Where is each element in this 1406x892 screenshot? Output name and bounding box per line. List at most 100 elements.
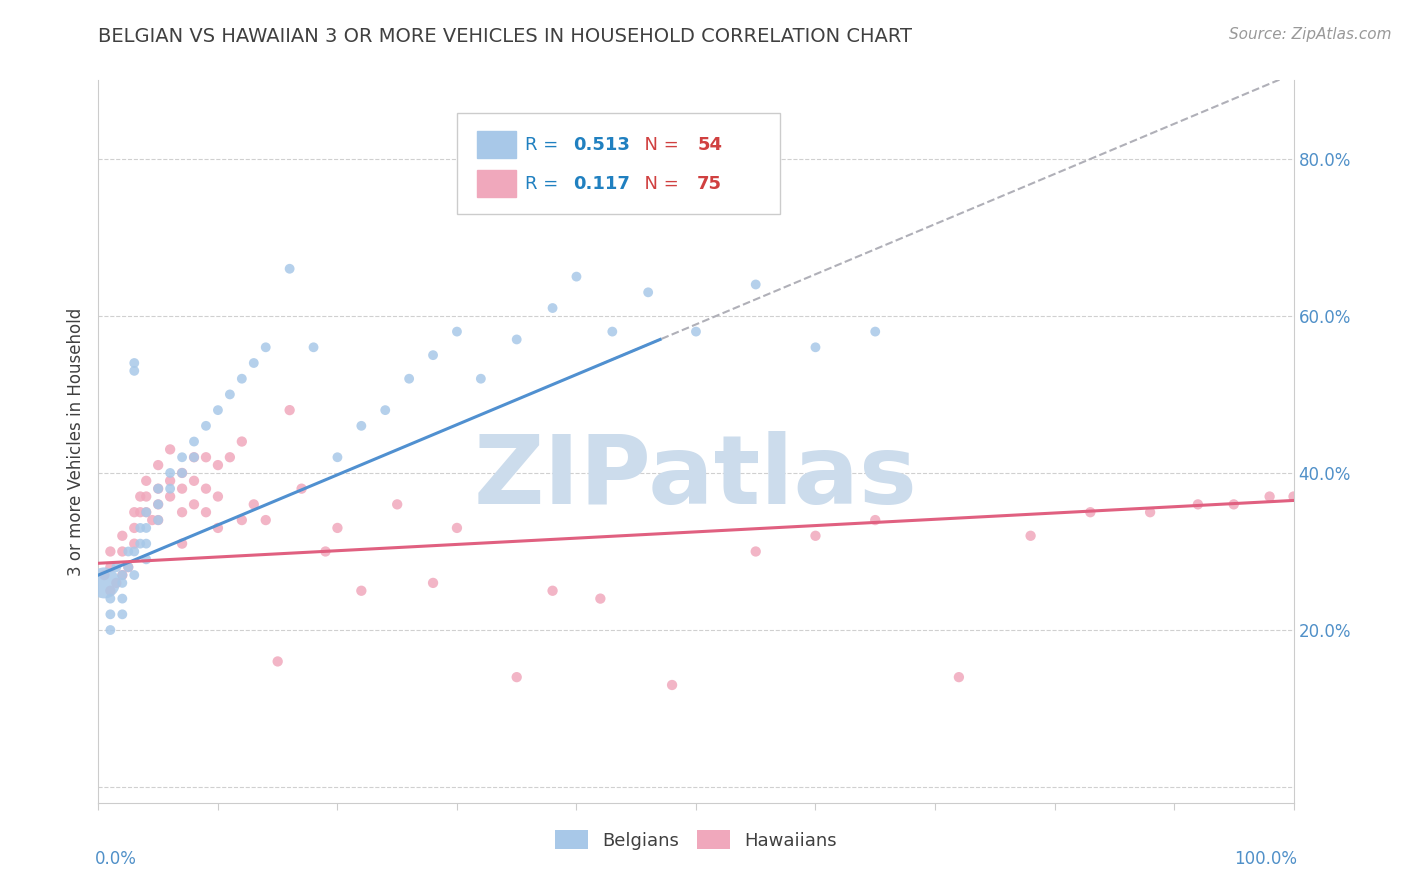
Point xyxy=(804,529,827,543)
Point xyxy=(172,466,194,480)
Point xyxy=(195,482,218,496)
Point xyxy=(506,670,529,684)
Point xyxy=(865,325,887,339)
Point xyxy=(948,670,970,684)
Point xyxy=(302,340,325,354)
FancyBboxPatch shape xyxy=(457,112,780,214)
Point xyxy=(326,521,349,535)
Point xyxy=(602,325,624,339)
Point xyxy=(541,301,564,315)
Point xyxy=(148,482,170,496)
Point xyxy=(117,560,139,574)
Point xyxy=(207,403,229,417)
Point xyxy=(291,482,314,496)
Point xyxy=(254,340,277,354)
Point xyxy=(446,521,468,535)
Text: R =: R = xyxy=(524,136,564,153)
Point xyxy=(111,607,134,622)
Point xyxy=(111,529,134,543)
Point xyxy=(243,356,266,370)
Point xyxy=(195,450,218,465)
Text: BELGIAN VS HAWAIIAN 3 OR MORE VEHICLES IN HOUSEHOLD CORRELATION CHART: BELGIAN VS HAWAIIAN 3 OR MORE VEHICLES I… xyxy=(98,27,912,45)
Point xyxy=(159,474,181,488)
Point xyxy=(865,513,887,527)
Text: 100.0%: 100.0% xyxy=(1234,850,1298,868)
Point xyxy=(350,583,373,598)
Text: Source: ZipAtlas.com: Source: ZipAtlas.com xyxy=(1229,27,1392,42)
Point xyxy=(183,450,205,465)
Point xyxy=(148,513,170,527)
Point xyxy=(129,521,152,535)
Point xyxy=(745,277,768,292)
Point xyxy=(637,285,659,300)
Point xyxy=(98,607,122,622)
Point xyxy=(1258,490,1281,504)
Point xyxy=(565,269,588,284)
Text: 54: 54 xyxy=(697,136,723,153)
Point xyxy=(159,442,181,457)
Point xyxy=(267,655,290,669)
Point xyxy=(172,536,194,550)
Point xyxy=(105,575,128,590)
Point xyxy=(135,536,157,550)
Point xyxy=(541,583,564,598)
Bar xyxy=(477,169,516,197)
Point xyxy=(1080,505,1102,519)
Point xyxy=(98,623,122,637)
Y-axis label: 3 or more Vehicles in Household: 3 or more Vehicles in Household xyxy=(66,308,84,575)
Point xyxy=(207,490,229,504)
Point xyxy=(422,348,444,362)
Point xyxy=(124,568,146,582)
Point xyxy=(148,497,170,511)
Point xyxy=(129,505,152,519)
Point xyxy=(231,434,253,449)
Point xyxy=(219,450,242,465)
Point xyxy=(278,261,301,276)
Bar xyxy=(477,131,516,158)
Point xyxy=(195,505,218,519)
Point xyxy=(1139,505,1161,519)
Point xyxy=(135,521,157,535)
Point xyxy=(374,403,396,417)
Point xyxy=(231,372,253,386)
Text: 0.513: 0.513 xyxy=(572,136,630,153)
Point xyxy=(172,505,194,519)
Point xyxy=(93,568,115,582)
Point xyxy=(159,466,181,480)
Point xyxy=(105,560,128,574)
Point xyxy=(172,482,194,496)
Point xyxy=(207,458,229,472)
Point xyxy=(111,568,134,582)
Point xyxy=(124,536,146,550)
Point xyxy=(148,497,170,511)
Point xyxy=(135,505,157,519)
Point xyxy=(326,450,349,465)
Point xyxy=(745,544,768,558)
Point xyxy=(159,482,181,496)
Text: R =: R = xyxy=(524,175,564,193)
Point xyxy=(231,513,253,527)
Point xyxy=(172,466,194,480)
Point xyxy=(98,583,122,598)
Point xyxy=(124,544,146,558)
Point xyxy=(1223,497,1246,511)
Point xyxy=(148,513,170,527)
Point xyxy=(661,678,683,692)
Point xyxy=(422,575,444,590)
Point xyxy=(398,372,420,386)
Point xyxy=(159,490,181,504)
Point xyxy=(172,450,194,465)
Point xyxy=(148,458,170,472)
Point xyxy=(141,513,163,527)
Point xyxy=(124,505,146,519)
Point xyxy=(129,536,152,550)
Point xyxy=(98,544,122,558)
Point xyxy=(589,591,612,606)
Point xyxy=(685,325,707,339)
Text: 0.0%: 0.0% xyxy=(94,850,136,868)
Point xyxy=(446,325,468,339)
Legend: Belgians, Hawaiians: Belgians, Hawaiians xyxy=(546,822,846,859)
Point xyxy=(183,450,205,465)
Point xyxy=(124,364,146,378)
Point xyxy=(804,340,827,354)
